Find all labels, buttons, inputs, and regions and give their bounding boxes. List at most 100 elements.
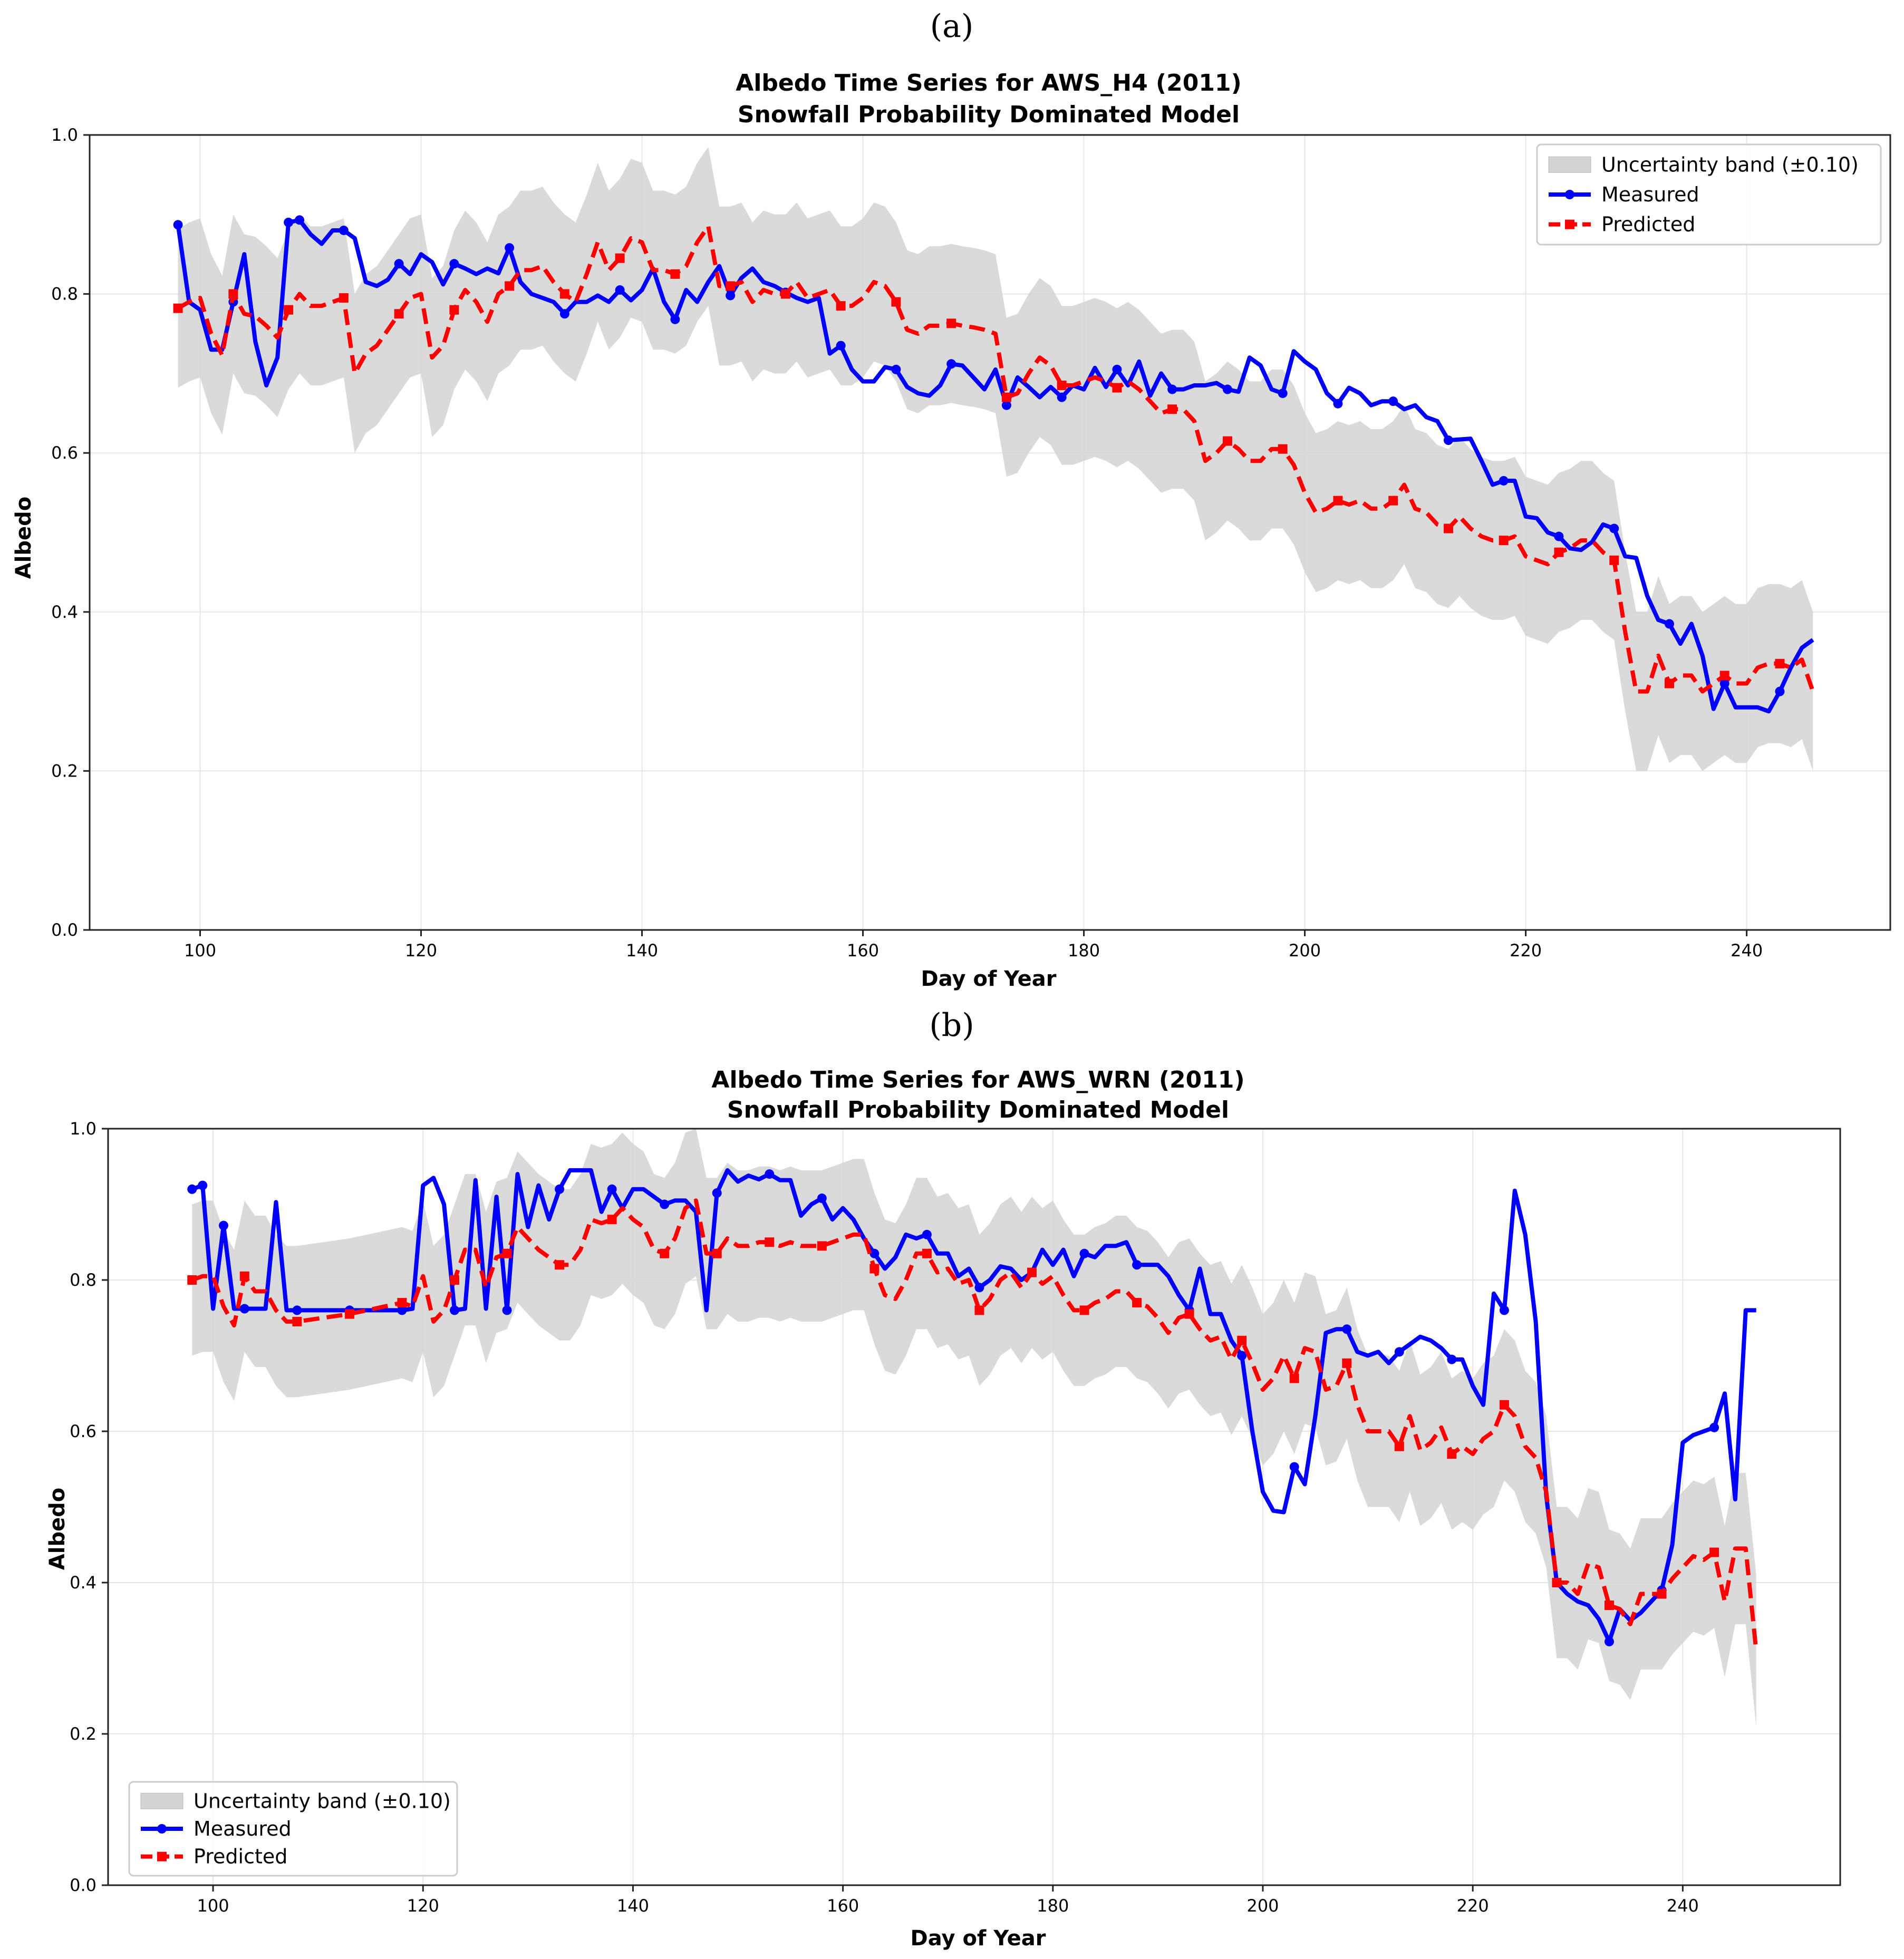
panel-b-xtick-label-7: 240 [1667,1896,1699,1916]
panel-a-legend: Uncertainty band (±0.10) Measured Predicte… [1536,143,1882,246]
panel-b-uncertainty-band [192,1129,1756,1727]
panel-a-predicted-point-9 [670,269,680,279]
panel-a-measured-point-8 [559,309,569,319]
panel-a-measured-point-13 [836,341,846,351]
panel-b-measured-point-27 [1499,1305,1509,1315]
panel-a-measured-point-27 [1609,523,1619,534]
panel-b-predicted-point-19 [1184,1309,1194,1319]
panel-a-predicted-point-14 [946,318,956,328]
panel-a-measured-point-17 [1057,392,1067,402]
panel-b-predicted-point-28 [1657,1589,1667,1599]
panel-b-measured-point-17 [974,1283,984,1293]
panel-b-xlabel: Day of Year [911,1926,1046,1951]
panel-a-predicted-point-0 [173,303,183,313]
panel-b-measured-point-22 [1237,1351,1247,1361]
panel-b-predicted-point-29 [1709,1547,1719,1557]
panel-a-predicted-point-21 [1333,496,1343,506]
panel-a-xtick-label-4: 180 [1068,940,1100,961]
panel-b-label: (b) [929,1007,974,1044]
panel-a-predicted-point-6 [505,281,515,291]
panel-a-predicted-point-13 [891,297,901,307]
panel-b: (b) Albedo Time Series for AWS_WRN (2011… [45,1007,1841,1951]
panel-a-xtick-label-1: 120 [405,940,437,961]
panel-b-legend-measured-marker [157,1824,167,1834]
panel-a-measured-point-18 [1112,364,1122,374]
panel-a-measured-line [176,218,1814,714]
panel-b-measured-point-0 [187,1184,197,1194]
panel-b-measured-point-23 [1289,1462,1299,1472]
panel-a-measured-point-25 [1499,476,1509,486]
panel-a-measured-point-3 [295,215,305,225]
panel-a-measured-point-10 [670,314,680,324]
panel-a-measured-point-4 [339,225,349,235]
panel-a-predicted-point-24 [1499,536,1509,546]
panel-a-measured-point-20 [1222,384,1232,394]
panel-a-legend-predicted-label: Predicted [1601,213,1695,236]
panel-a-measured-point-7 [505,243,515,253]
panel-a-legend-band-label: Uncertainty band (±0.10) [1601,153,1859,176]
panel-b-predicted-line [191,1198,1758,1651]
panel-b-xtick-label-3: 160 [827,1896,859,1916]
panel-a-measured-point-24 [1443,435,1453,445]
panel-b-measured-point-13 [765,1169,775,1179]
panel-a-legend-predicted-marker [1565,219,1574,229]
panel-a-ylabel: Albedo [12,497,36,579]
panel-a-ytick-label-4: 0.8 [51,284,78,304]
panel-a-xtick-label-2: 140 [626,940,658,961]
panel-a-predicted-point-19 [1222,436,1232,446]
panel-b-predicted-point-16 [1027,1267,1037,1277]
panel-b-legend-predicted-label: Predicted [194,1845,287,1868]
panel-b-measured-point-14 [817,1194,827,1204]
panel-b-predicted-point-15 [974,1305,984,1315]
panel-a-predicted-point-5 [449,305,459,315]
panel-a-predicted-point-11 [780,289,790,299]
panel-b-legend-predicted-marker [157,1851,167,1861]
panel-a-xtick-label-5: 200 [1289,940,1321,961]
panel-a-measured-point-28 [1664,619,1674,629]
panel-b-ytick-label-1: 0.2 [70,1724,96,1744]
panel-b-legend-band-label: Uncertainty band (±0.10) [194,1789,451,1812]
panel-b-xtick-label-4: 180 [1037,1896,1069,1916]
panel-b-predicted-point-13 [869,1264,879,1274]
panel-b-measured-point-25 [1394,1347,1404,1357]
panel-b-predicted-point-22 [1342,1358,1352,1368]
panel-b-predicted-point-0 [187,1275,197,1285]
panel-b-predicted-point-12 [817,1241,827,1251]
panel-a-predicted-point-12 [836,301,846,311]
panel-a-measured-point-22 [1333,399,1343,409]
panel-a-predicted-point-3 [339,293,349,303]
panel-a-measured-point-19 [1167,384,1177,394]
panel-a-legend-measured-marker [1565,190,1574,199]
panel-a-ytick-label-0: 0.0 [51,920,78,940]
panel-b-xtick-label-6: 220 [1457,1896,1489,1916]
panel-a-predicted-point-27 [1664,678,1674,688]
panel-a-legend-band-swatch [1548,156,1591,173]
panel-b-measured-point-10 [607,1184,617,1194]
panel-b-measured-point-11 [660,1199,670,1209]
panel-a-xtick-label-7: 240 [1731,940,1763,961]
panel-a-axes-frame [89,134,1891,931]
panel-a-measured-point-16 [1001,400,1011,410]
panel-b-legend-measured-label: Measured [194,1817,292,1840]
panel-b-predicted-point-18 [1132,1298,1142,1308]
panel-a-predicted-point-16 [1057,381,1067,391]
panel-b-measured-point-26 [1447,1354,1457,1364]
panel-b-axes-frame [107,1128,1841,1886]
panel-a-predicted-point-20 [1278,444,1288,454]
panel-b-legend-band-swatch [140,1792,183,1809]
panel-a-measured-point-26 [1554,531,1564,541]
panel-b-measured-point-24 [1342,1324,1352,1334]
panel-b-predicted-point-4 [397,1298,407,1308]
panel-a-plot-area: 100 120 140 160 180 200 220 240 0.0 0.2 0.4 0.6 0.8 1… [51,125,1891,961]
panel-a-ytick-label-3: 0.6 [51,443,78,463]
panel-a-measured-point-14 [891,364,901,374]
panel-b-predicted-point-27 [1605,1601,1614,1611]
panel-b-predicted-point-17 [1079,1305,1089,1315]
panel-b-measured-point-15 [869,1248,879,1258]
panel-a-predicted-point-2 [284,305,294,315]
panel-b-xtick-label-1: 120 [407,1896,439,1916]
panel-a-predicted-point-26 [1609,555,1619,565]
panel-b-measured-point-12 [712,1188,722,1198]
panel-b-measured-line [191,1168,1756,1644]
panel-a-predicted-point-23 [1443,523,1453,534]
